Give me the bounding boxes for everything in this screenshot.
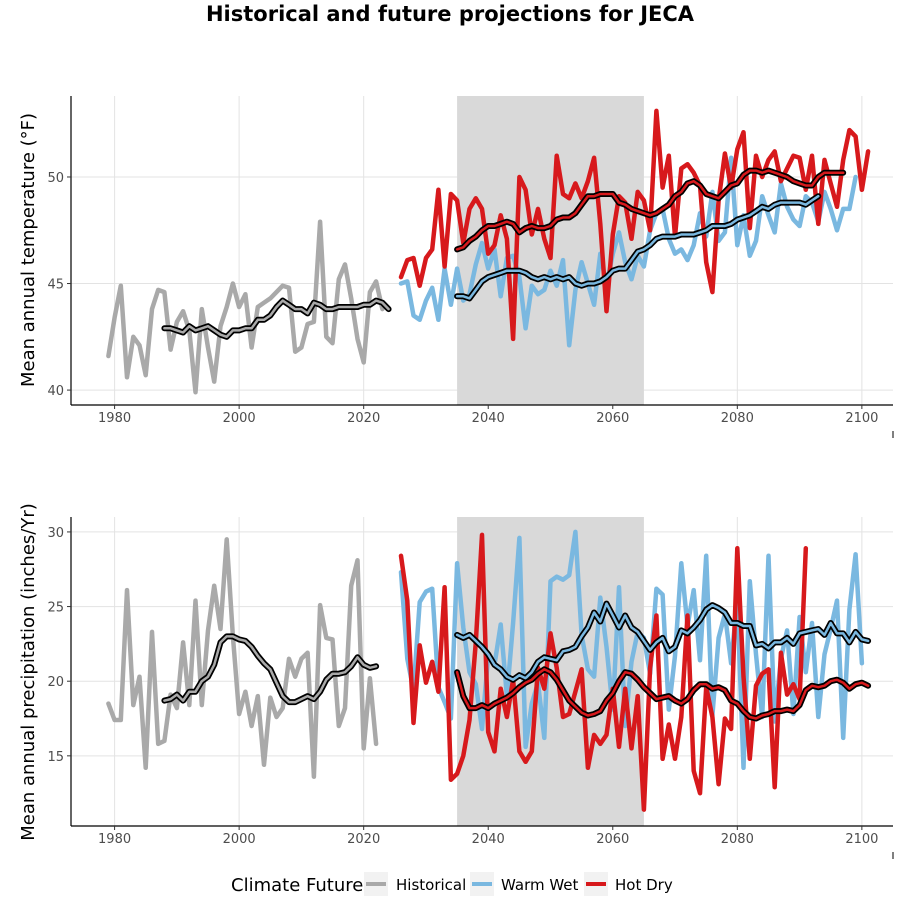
legend-label-warm-wet: Warm Wet <box>501 876 579 894</box>
precip-x-tick-label: 2000 <box>223 832 256 847</box>
precip-x-tick-label: 2040 <box>472 832 505 847</box>
temp-y-tick-label: 40 <box>47 384 64 399</box>
temperature-y-axis-label: Mean annual temperature (°F) <box>18 113 39 387</box>
legend-label-hot-dry: Hot Dry <box>615 876 673 894</box>
temp-x-tick-label: 2000 <box>223 411 256 426</box>
precipitation-panel: 1980 2000 2020 2040 2060 2080 2100 15 20 25 30 Mea… <box>18 503 894 859</box>
precip-y-tick-label: 30 <box>47 526 64 541</box>
temp-smooth-hot-dry <box>455 169 845 251</box>
temperature-panel: 1980 2000 2020 2040 2060 2080 2100 40 45 50 Mean … <box>18 96 894 438</box>
precip-series-historical <box>106 537 379 779</box>
temp-smooth-warm-wet <box>455 194 820 300</box>
precipitation-y-axis-label: Mean annual precipitation (inches/Yr) <box>18 503 39 841</box>
precip-smooth-hot-dry <box>455 668 870 720</box>
temp-y-tick-label: 50 <box>47 171 64 186</box>
precipitation-plot-area: 1980 2000 2020 2040 2060 2080 2100 15 20 25 30 <box>47 517 894 859</box>
precip-x-tick-label: 1980 <box>98 832 131 847</box>
precip-smooth-warm-wet <box>455 602 870 681</box>
legend-title: Climate Future <box>231 875 363 896</box>
figure-title: Historical and future projections for JE… <box>206 2 695 26</box>
precip-x-tick-label: 2080 <box>721 832 754 847</box>
temp-series-warm-wet <box>398 155 858 348</box>
temp-x-tick-label: 2020 <box>347 411 380 426</box>
precip-x-tick-label: 2100 <box>845 832 878 847</box>
precip-x-tick-label: 2060 <box>596 832 629 847</box>
precip-series-hot-dry <box>398 532 809 812</box>
temp-x-tick-label: 2060 <box>596 411 629 426</box>
temp-x-tick-label: 2040 <box>472 411 505 426</box>
temperature-plot-area: 1980 2000 2020 2040 2060 2080 2100 40 45 50 <box>47 96 894 438</box>
legend-item-historical: Historical <box>364 872 466 896</box>
temp-x-tick-label: 1980 <box>98 411 131 426</box>
precip-smooth-historical <box>163 635 378 704</box>
temp-series-hot-dry <box>398 108 871 342</box>
precip-y-tick-label: 25 <box>47 601 64 616</box>
temp-x-tick-label: 2100 <box>845 411 878 426</box>
precip-y-tick-label: 20 <box>47 675 64 690</box>
legend: Climate Future Historical Warm Wet Hot D… <box>231 872 673 896</box>
legend-label-historical: Historical <box>396 876 466 894</box>
legend-item-hot-dry: Hot Dry <box>584 872 673 896</box>
temp-smooth-historical <box>163 299 390 339</box>
precip-x-tick-label: 2020 <box>347 832 380 847</box>
legend-item-warm-wet: Warm Wet <box>470 872 579 896</box>
temp-series-historical <box>106 219 385 395</box>
precip-y-tick-label: 15 <box>47 750 64 765</box>
temp-x-tick-label: 2080 <box>721 411 754 426</box>
temp-y-tick-label: 45 <box>47 278 64 293</box>
